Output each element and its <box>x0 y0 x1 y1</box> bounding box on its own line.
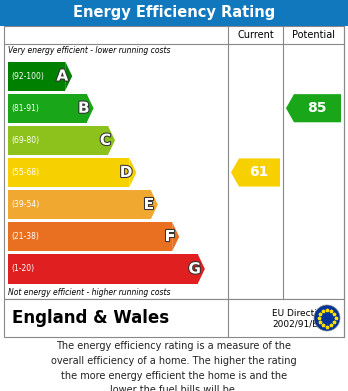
Text: Potential: Potential <box>292 30 335 40</box>
Polygon shape <box>151 190 158 219</box>
Text: F: F <box>165 229 175 244</box>
Bar <box>8 222 172 251</box>
Text: (21-38): (21-38) <box>11 232 39 241</box>
Text: B: B <box>78 101 89 116</box>
Text: EU Directive: EU Directive <box>272 310 328 319</box>
Text: (92-100): (92-100) <box>11 72 44 81</box>
Bar <box>0 0 348 26</box>
Polygon shape <box>231 158 280 187</box>
Bar <box>8 255 198 283</box>
Text: Current: Current <box>237 30 274 40</box>
Text: Not energy efficient - higher running costs: Not energy efficient - higher running co… <box>8 288 171 297</box>
Text: England & Wales: England & Wales <box>12 309 169 327</box>
Polygon shape <box>198 255 205 283</box>
Text: The energy efficiency rating is a measure of the
overall efficiency of a home. T: The energy efficiency rating is a measur… <box>51 341 297 391</box>
Bar <box>4 26 344 299</box>
Bar <box>4 299 344 337</box>
Bar <box>8 93 87 123</box>
Bar <box>8 158 129 187</box>
Text: Very energy efficient - lower running costs: Very energy efficient - lower running co… <box>8 46 171 55</box>
Text: (81-91): (81-91) <box>11 104 39 113</box>
Text: Energy Efficiency Rating: Energy Efficiency Rating <box>73 5 275 20</box>
Polygon shape <box>87 93 94 123</box>
Polygon shape <box>108 126 115 155</box>
Text: D: D <box>120 165 132 180</box>
Bar <box>8 190 151 219</box>
Text: 61: 61 <box>249 165 268 179</box>
Text: 2002/91/EC: 2002/91/EC <box>272 319 324 328</box>
Text: (39-54): (39-54) <box>11 200 39 209</box>
Text: A: A <box>56 68 68 84</box>
Text: (1-20): (1-20) <box>11 264 34 273</box>
Polygon shape <box>172 222 179 251</box>
Text: 85: 85 <box>307 101 326 115</box>
Text: (69-80): (69-80) <box>11 136 39 145</box>
Text: C: C <box>100 133 111 148</box>
Text: G: G <box>188 262 201 276</box>
Polygon shape <box>129 158 136 187</box>
Bar <box>8 61 65 91</box>
Polygon shape <box>65 61 72 91</box>
Bar <box>8 126 108 155</box>
Polygon shape <box>286 94 341 122</box>
Text: E: E <box>143 197 154 212</box>
Text: (55-68): (55-68) <box>11 168 39 177</box>
Circle shape <box>314 305 340 331</box>
